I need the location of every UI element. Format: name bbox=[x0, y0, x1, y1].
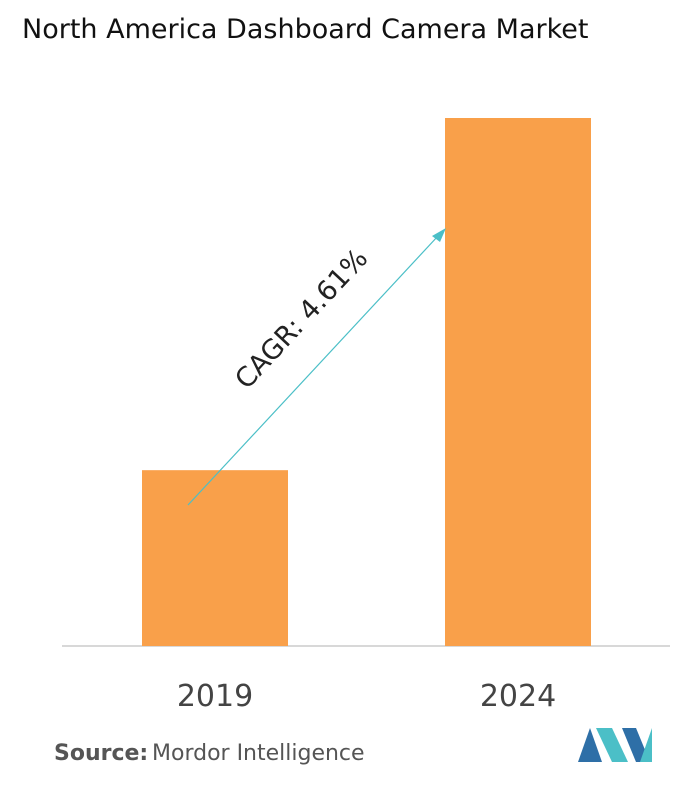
cagr-arrow bbox=[187, 235, 439, 506]
chart-title: North America Dashboard Camera Market bbox=[22, 14, 588, 45]
cagr-label: CAGR: 4.61% bbox=[229, 243, 374, 395]
arrow-head bbox=[432, 228, 446, 242]
bar bbox=[142, 470, 288, 646]
x-tick-label: 2024 bbox=[480, 679, 556, 714]
logo bbox=[578, 728, 652, 762]
x-tick-label: 2019 bbox=[177, 679, 253, 714]
source-text: Mordor Intelligence bbox=[152, 741, 365, 766]
source-label: Source: bbox=[54, 741, 148, 766]
bar bbox=[445, 118, 591, 646]
bars bbox=[142, 118, 591, 646]
